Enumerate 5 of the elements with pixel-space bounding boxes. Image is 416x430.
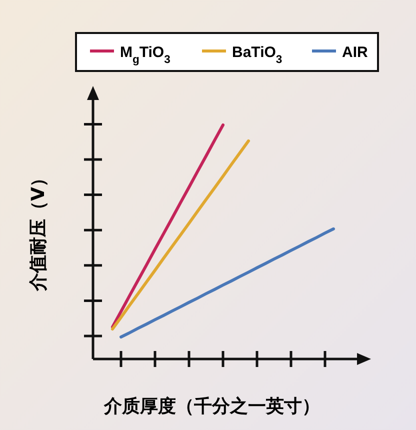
legend-label: BaTiO$_{3}$ <box>232 44 282 66</box>
legend-label: M$_{g}$TiO$_{3}$ <box>120 44 170 66</box>
y-axis-title: 介值耐压（V） <box>28 169 49 292</box>
x-axis-title: 介质厚度（千分之一英寸） <box>103 396 320 417</box>
legend-label: AIR <box>342 44 368 61</box>
